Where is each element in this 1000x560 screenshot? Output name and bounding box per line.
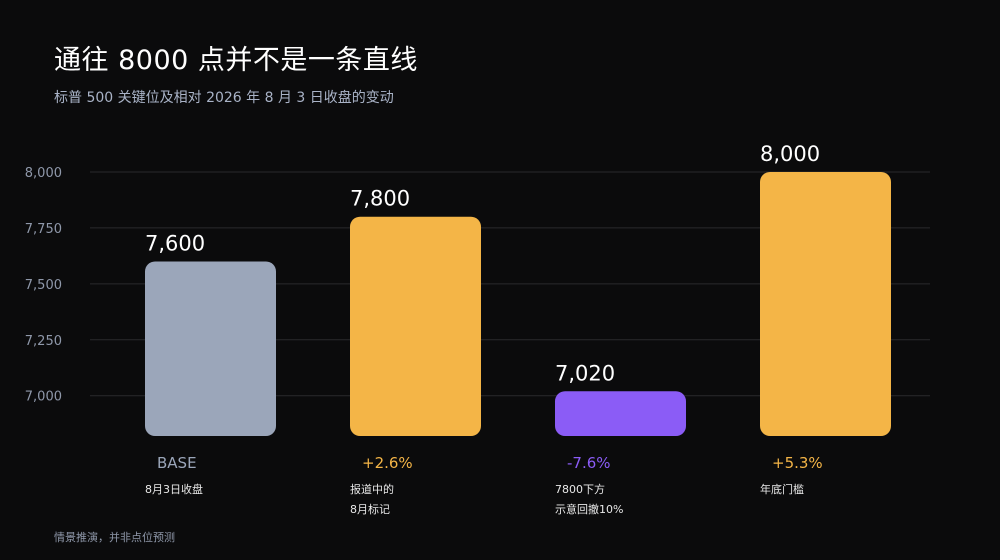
chart-title: 通往 8000 点并不是一条直线	[54, 45, 418, 76]
change-label: +2.6%	[362, 454, 413, 472]
category-note: 8月标记	[350, 502, 390, 516]
change-label: BASE	[157, 454, 197, 472]
change-label: -7.6%	[567, 454, 611, 472]
category-note: 年底门槛	[760, 482, 804, 496]
data-label: 7,600	[145, 231, 205, 255]
data-label: 7,020	[555, 361, 615, 385]
data-label: 7,800	[350, 187, 410, 211]
category-note: 报道中的	[350, 482, 394, 496]
bar	[145, 261, 276, 436]
y-tick-label: 7,000	[25, 390, 62, 405]
bar	[760, 172, 891, 436]
category-note: 7800下方	[555, 482, 605, 496]
chart-subtitle: 标普 500 关键位及相对 2026 年 8 月 3 日收盘的变动	[54, 90, 394, 106]
y-tick-label: 7,750	[25, 222, 62, 237]
bar	[555, 391, 686, 436]
y-tick-label: 7,500	[25, 278, 62, 293]
y-tick-label: 8,000	[25, 166, 62, 181]
change-label: +5.3%	[772, 454, 823, 472]
category-note: 8月3日收盘	[145, 482, 203, 496]
footnote: 情景推演，并非点位预测	[54, 531, 175, 544]
y-tick-label: 7,250	[25, 334, 62, 349]
data-label: 8,000	[760, 142, 820, 166]
bar	[350, 216, 481, 436]
category-note: 示意回撤10%	[555, 502, 623, 516]
